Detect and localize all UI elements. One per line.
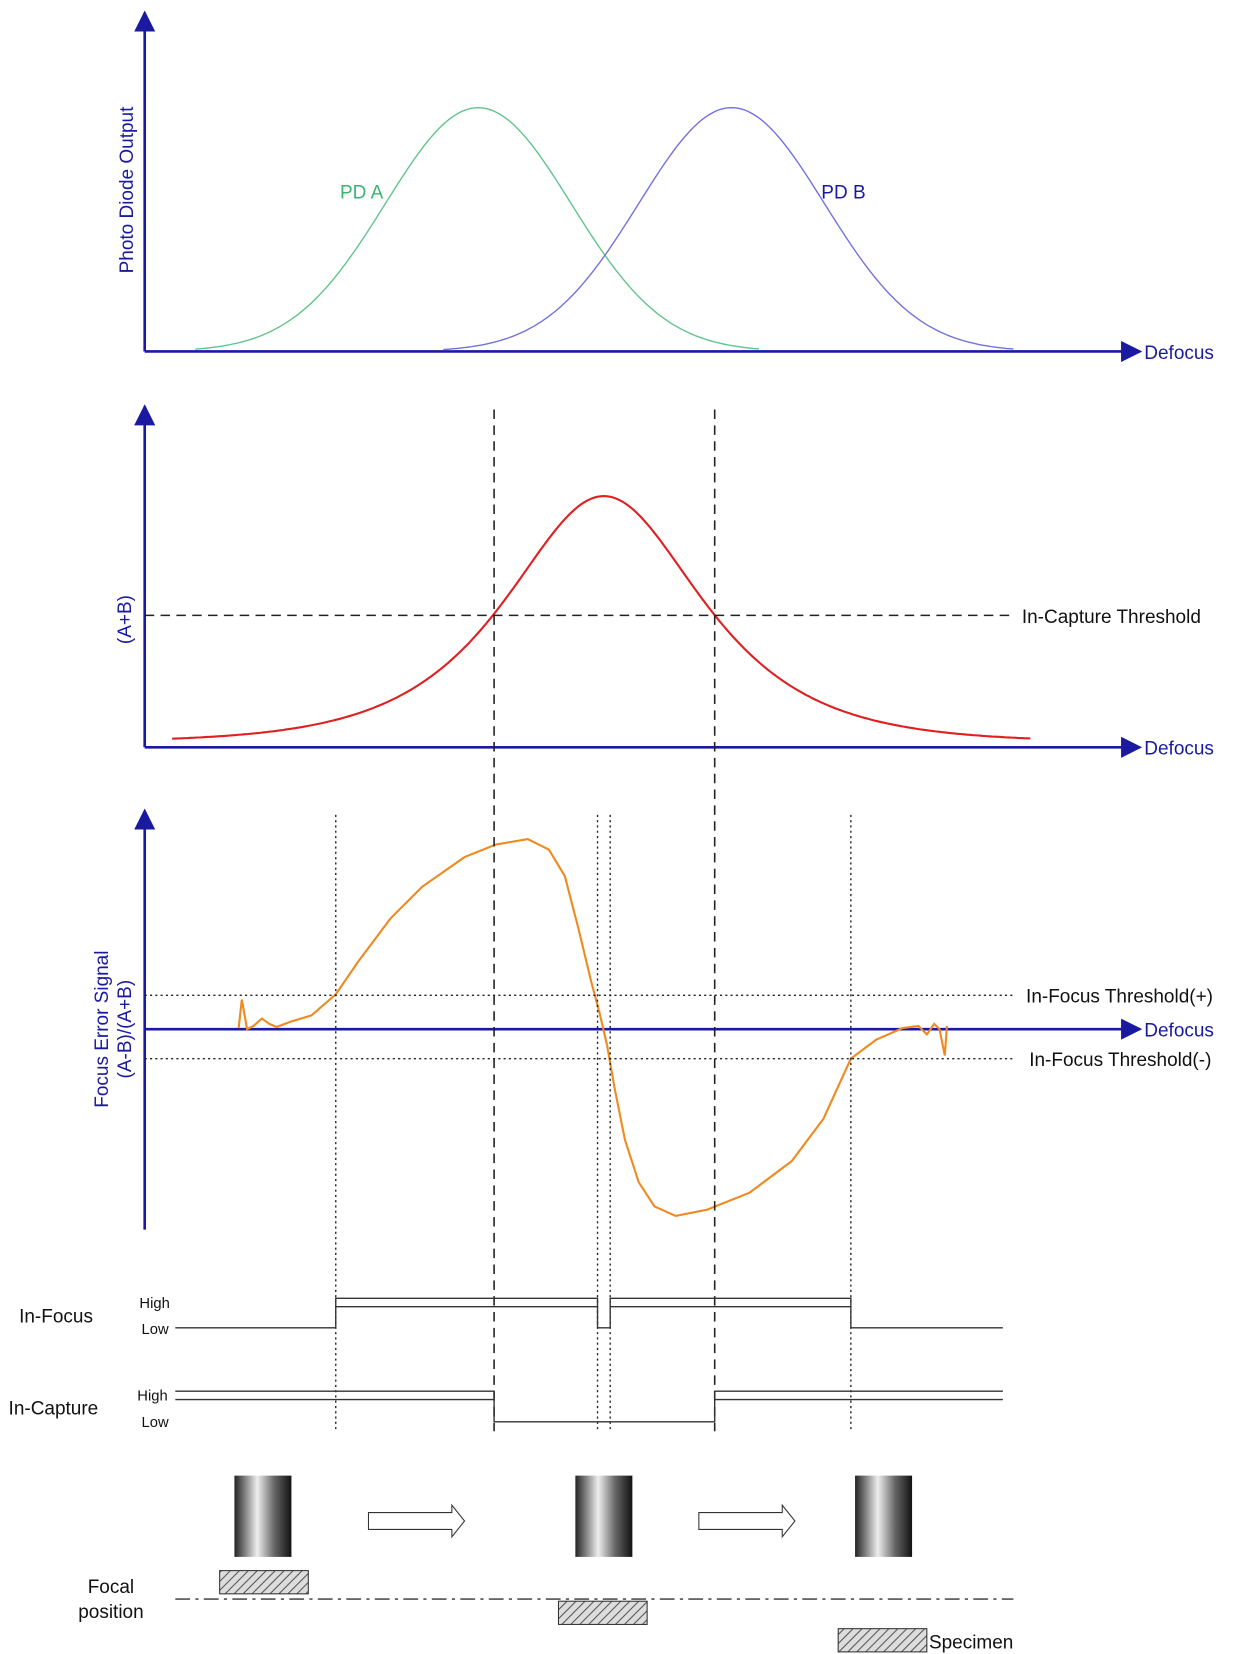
threshold-label: In-Focus Threshold(-) [1029, 1050, 1211, 1071]
curve-label: PD B [821, 182, 865, 203]
capture-lines [145, 410, 1014, 1432]
sum-curve [172, 496, 1030, 739]
level-label: High [137, 1389, 167, 1405]
threshold-label: In-Capture Threshold [1022, 607, 1201, 628]
x-axis-label: Defocus [1144, 739, 1214, 760]
signal-label: In-Focus [19, 1307, 93, 1328]
y-axis-label: Focus Error Signal [92, 951, 113, 1108]
pd-b-curve [443, 108, 1013, 350]
threshold-label: In-Focus Threshold(+) [1026, 987, 1213, 1008]
level-label: Low [142, 1322, 169, 1338]
diagram: Photo Diode Output Defocus PD A PD B (A+… [0, 0, 1251, 1654]
specimen-label: Specimen [929, 1633, 1013, 1654]
level-label: High [139, 1296, 169, 1312]
pd-a-curve [195, 108, 759, 350]
axes [145, 13, 1140, 1230]
focal-label: position [78, 1602, 143, 1623]
error-curve [239, 839, 947, 1216]
y-axis-label: (A+B) [115, 595, 136, 644]
focus-lines [145, 815, 1014, 1431]
curve-label: PD A [340, 182, 384, 203]
y-axis-label: (A-B)/(A+B) [115, 980, 136, 1079]
objectives [220, 1476, 927, 1652]
signal-label: In-Capture [9, 1398, 99, 1419]
x-axis-label: Defocus [1144, 1021, 1214, 1042]
x-axis-label: Defocus [1144, 343, 1214, 364]
focal-label: Focal [88, 1577, 134, 1598]
y-axis-label: Photo Diode Output [117, 106, 138, 273]
level-label: Low [142, 1415, 169, 1431]
